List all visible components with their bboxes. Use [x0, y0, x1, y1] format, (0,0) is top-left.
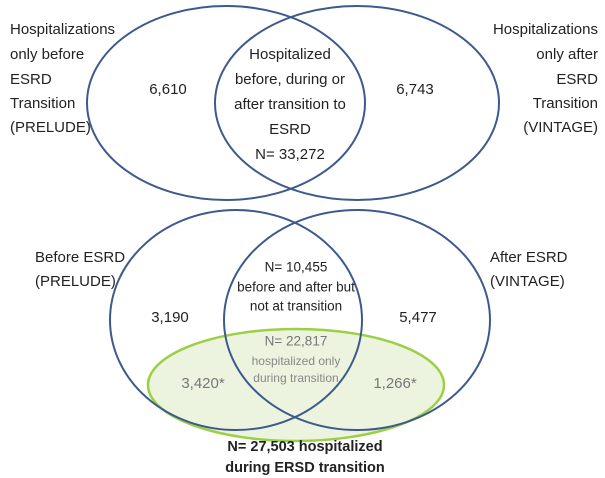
bottom-center: N= 10,455 before and after but not at tr… [181, 260, 417, 476]
label-line: Hospitalizations [10, 21, 115, 38]
label-line: Transition [533, 95, 598, 112]
center-line: N= 10,455 [265, 260, 328, 275]
label-line: only before [10, 46, 84, 63]
top-center: Hospitalized before, during or after tra… [234, 46, 346, 163]
center-line: not at transition [250, 299, 342, 314]
label-line: ESRD [10, 71, 52, 88]
label-line: Before ESRD [35, 249, 125, 266]
transition-line: during transition [253, 371, 338, 385]
count: 1,266* [373, 375, 417, 392]
top-right-label: Hospitalizations only after ESRD Transit… [493, 21, 598, 136]
count: 5,477 [399, 309, 437, 326]
count: 6,610 [149, 81, 187, 98]
footer-line: N= 27,503 hospitalized [227, 439, 382, 455]
label-line: Transition [10, 95, 75, 112]
label-line: (VINTAGE) [523, 119, 598, 136]
vintage-ellipse [214, 5, 500, 201]
label-line: only after [536, 46, 598, 63]
center-line: N= 33,272 [255, 146, 325, 163]
transition-count: N= 22,817 [265, 334, 328, 349]
center-line: Hospitalized [249, 46, 331, 63]
transition-ellipse [146, 327, 446, 443]
label-line: (PRELUDE) [10, 119, 91, 136]
top-left-label: Hospitalizations only before ESRD Transi… [10, 21, 115, 136]
count: 3,190 [151, 309, 189, 326]
prelude-ellipse [86, 5, 366, 201]
before-ellipse [109, 209, 363, 431]
label-line: After ESRD [490, 249, 568, 266]
center-line: ESRD [269, 121, 311, 138]
center-line: before, during or [235, 71, 345, 88]
transition-line: hospitalized only [252, 354, 341, 368]
label-line: Hospitalizations [493, 21, 598, 38]
footer-line: during ERSD transition [225, 460, 385, 476]
after-ellipse [223, 209, 491, 431]
count: 6,743 [396, 81, 434, 98]
label-line: ESRD [556, 71, 598, 88]
count: 3,420* [181, 375, 225, 392]
center-line: after transition to [234, 96, 346, 113]
center-line: before and after but [237, 280, 355, 295]
label-line: (VINTAGE) [490, 273, 565, 290]
label-line: (PRELUDE) [35, 273, 116, 290]
